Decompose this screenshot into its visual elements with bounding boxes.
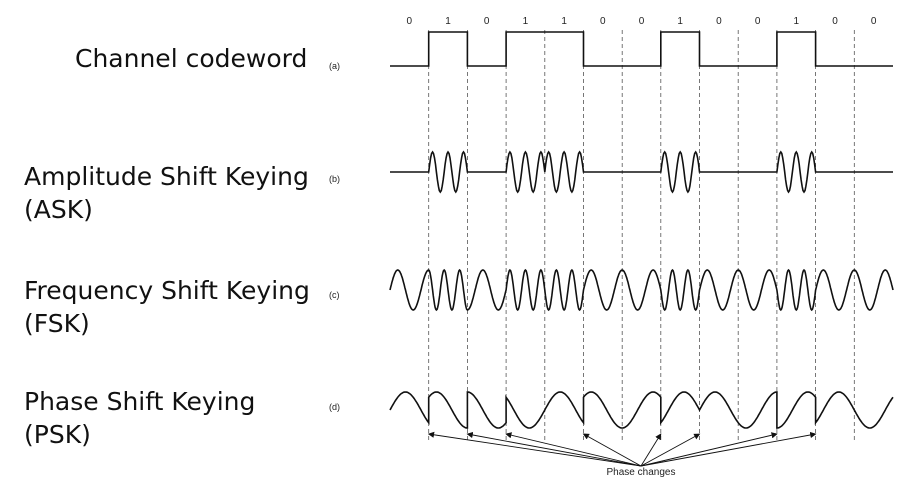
bit-label: 0 xyxy=(716,16,722,27)
codeword-waveform xyxy=(390,31,893,67)
phase-change-arrow xyxy=(427,431,642,467)
bit-label: 0 xyxy=(484,16,490,27)
bit-label: 0 xyxy=(407,16,413,27)
bit-label: 0 xyxy=(871,16,877,27)
row-label-codeword: Channel codeword xyxy=(75,42,307,75)
psk-waveform xyxy=(389,391,894,429)
row-label-line: Frequency Shift Keying xyxy=(24,276,310,305)
row-tag-c: (c) xyxy=(329,290,340,300)
row-label-line: Amplitude Shift Keying xyxy=(24,162,309,191)
row-label-line: (ASK) xyxy=(24,195,93,224)
row-label-line: (FSK) xyxy=(24,309,90,338)
bit-boundary-guides xyxy=(428,30,855,440)
bit-label: 0 xyxy=(755,16,761,27)
bit-label: 1 xyxy=(445,16,451,27)
phase-change-arrow xyxy=(466,431,642,467)
row-label-ask: Amplitude Shift Keying (ASK) xyxy=(24,160,309,226)
bit-label: 1 xyxy=(794,16,800,27)
phase-change-arrows xyxy=(427,431,817,467)
phase-changes-label: Phase changes xyxy=(607,467,676,478)
row-label-fsk: Frequency Shift Keying (FSK) xyxy=(24,274,310,340)
ask-waveform xyxy=(390,150,893,194)
phase-change-arrow xyxy=(640,432,778,467)
bit-labels: 0 1 0 1 1 0 0 1 0 0 1 0 0 xyxy=(407,16,877,27)
bit-label: 0 xyxy=(600,16,606,27)
row-tag-b: (b) xyxy=(329,174,340,184)
row-label-psk: Phase Shift Keying (PSK) xyxy=(24,385,255,451)
bit-label: 1 xyxy=(561,16,567,27)
phase-change-arrow xyxy=(640,433,701,467)
row-tag-d: (d) xyxy=(329,402,340,412)
bit-label: 0 xyxy=(832,16,838,27)
bit-label: 1 xyxy=(677,16,683,27)
row-label-line: Channel codeword xyxy=(75,44,308,73)
fsk-waveform xyxy=(389,268,894,312)
phase-change-arrow xyxy=(640,433,662,467)
row-label-line: Phase Shift Keying xyxy=(24,387,256,416)
row-tag-a: (a) xyxy=(329,61,340,71)
bit-label: 1 xyxy=(523,16,529,27)
row-label-line: (PSK) xyxy=(24,420,91,449)
bit-label: 0 xyxy=(639,16,645,27)
phase-change-arrow xyxy=(582,433,642,467)
phase-change-arrow xyxy=(640,431,817,467)
phase-change-arrow xyxy=(505,432,642,467)
